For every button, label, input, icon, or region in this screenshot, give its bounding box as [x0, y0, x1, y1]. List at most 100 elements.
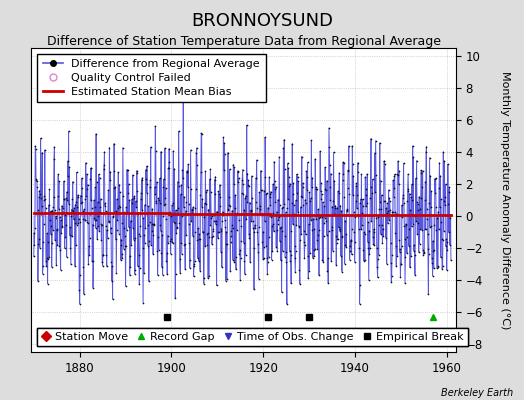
Point: [149, 251, 157, 257]
Point: [304, 275, 312, 282]
Point: [332, 240, 341, 247]
Point: [326, 196, 334, 203]
Point: [118, 220, 127, 226]
Point: [145, 238, 154, 244]
Point: [196, 191, 205, 198]
Point: [420, 226, 429, 232]
Point: [92, 217, 101, 224]
Point: [360, 229, 368, 236]
Point: [363, 200, 371, 206]
Point: [171, 271, 180, 277]
Point: [367, 211, 376, 218]
Point: [54, 206, 63, 212]
Point: [213, 208, 221, 215]
Point: [217, 225, 226, 232]
Point: [376, 198, 385, 205]
Point: [161, 195, 169, 201]
Point: [206, 188, 215, 195]
Point: [211, 191, 219, 198]
Point: [336, 202, 345, 209]
Point: [44, 256, 52, 262]
Point: [100, 149, 108, 155]
Point: [130, 271, 139, 277]
Point: [326, 184, 335, 191]
Point: [205, 234, 213, 240]
Point: [42, 258, 50, 264]
Point: [401, 280, 409, 287]
Point: [141, 224, 149, 231]
Point: [90, 217, 99, 223]
Point: [50, 144, 59, 150]
Point: [322, 187, 330, 194]
Point: [147, 221, 156, 227]
Point: [185, 221, 193, 227]
Point: [137, 176, 146, 183]
Point: [327, 258, 335, 264]
Point: [340, 194, 348, 200]
Point: [411, 272, 419, 278]
Point: [40, 193, 49, 200]
Point: [297, 231, 305, 237]
Point: [406, 264, 414, 270]
Point: [154, 195, 162, 201]
Point: [72, 169, 81, 176]
Point: [328, 224, 336, 230]
Point: [370, 241, 378, 248]
Point: [321, 186, 330, 192]
Point: [175, 183, 183, 189]
Point: [275, 214, 283, 220]
Point: [232, 254, 240, 260]
Point: [311, 186, 320, 192]
Point: [134, 211, 143, 218]
Point: [262, 243, 270, 250]
Point: [194, 225, 202, 231]
Point: [281, 209, 290, 216]
Point: [265, 234, 273, 240]
Point: [323, 178, 331, 184]
Point: [374, 214, 383, 220]
Point: [118, 255, 126, 261]
Point: [36, 191, 45, 197]
Point: [219, 212, 227, 218]
Point: [146, 183, 154, 190]
Point: [420, 249, 428, 256]
Point: [183, 168, 192, 175]
Point: [298, 184, 307, 191]
Point: [352, 180, 361, 186]
Point: [273, 227, 281, 233]
Point: [130, 236, 138, 243]
Point: [397, 261, 405, 267]
Point: [312, 186, 321, 192]
Point: [140, 232, 148, 238]
Point: [160, 202, 168, 208]
Point: [42, 263, 50, 269]
Point: [412, 218, 420, 225]
Point: [104, 187, 113, 193]
Point: [195, 236, 204, 242]
Point: [204, 206, 213, 213]
Point: [173, 224, 181, 230]
Point: [203, 242, 212, 248]
Point: [282, 259, 291, 266]
Point: [140, 239, 149, 246]
Point: [33, 183, 41, 190]
Point: [43, 239, 52, 245]
Legend: Station Move, Record Gap, Time of Obs. Change, Empirical Break: Station Move, Record Gap, Time of Obs. C…: [37, 328, 467, 346]
Point: [66, 245, 74, 251]
Point: [52, 213, 60, 220]
Point: [352, 198, 360, 204]
Point: [55, 243, 63, 249]
Point: [46, 217, 54, 224]
Point: [253, 204, 261, 211]
Point: [405, 226, 413, 232]
Point: [123, 166, 131, 173]
Point: [203, 230, 212, 236]
Point: [314, 206, 322, 212]
Point: [433, 265, 441, 271]
Point: [429, 238, 437, 244]
Point: [232, 211, 241, 217]
Point: [430, 247, 438, 253]
Point: [57, 217, 65, 223]
Point: [410, 248, 418, 254]
Point: [235, 251, 244, 257]
